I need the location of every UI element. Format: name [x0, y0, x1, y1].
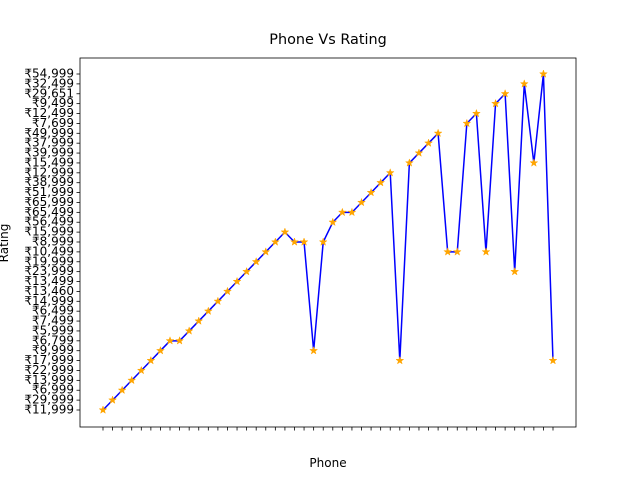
marker: [519, 79, 529, 88]
marker: [194, 316, 204, 325]
marker: [510, 266, 520, 276]
marker: [289, 237, 300, 246]
marker: [108, 395, 118, 404]
marker: [242, 266, 252, 276]
marker: [443, 247, 453, 256]
marker: [328, 217, 338, 227]
marker: [433, 128, 443, 138]
marker: [481, 247, 491, 256]
x-axis-label: Phone: [309, 456, 346, 470]
y-tick-label: ₹5,999: [32, 323, 74, 337]
marker: [548, 355, 558, 365]
marker: [347, 207, 357, 217]
marker: [366, 187, 376, 197]
marker: [318, 237, 328, 246]
y-tick-label: ₹6,499: [32, 304, 74, 318]
marker: [529, 158, 539, 167]
y-tick-label: ₹8,999: [32, 235, 74, 249]
marker: [385, 168, 395, 177]
y-tick-label: ₹22,999: [24, 363, 74, 377]
y-tick-label: ₹13,460: [24, 284, 74, 298]
y-tick-label: ₹9,999: [32, 343, 74, 357]
y-tick-label: ₹15,999: [24, 225, 74, 239]
y-tick-label: ₹65,499: [24, 205, 74, 219]
marker: [424, 138, 434, 148]
marker: [127, 375, 137, 385]
marker: [280, 227, 290, 236]
chart-title: Phone Vs Rating: [269, 32, 386, 48]
y-tick-label: ₹54,999: [24, 67, 74, 81]
y-tick-label: ₹10,499: [24, 244, 74, 258]
marker: [356, 197, 367, 207]
marker: [146, 355, 156, 365]
y-tick-label: ₹37,999: [24, 136, 74, 150]
marker: [270, 237, 280, 246]
marker: [261, 247, 271, 256]
y-tick-label: ₹38,999: [24, 175, 74, 189]
y-tick-label: ₹15,499: [24, 155, 74, 169]
marker: [471, 108, 481, 118]
marker: [376, 177, 386, 187]
y-tick-label: ₹56,499: [24, 215, 74, 229]
y-tick-label: ₹9,499: [32, 96, 74, 110]
y-tick-label: ₹14,999: [24, 294, 74, 308]
marker: [203, 306, 213, 316]
marker: [98, 405, 108, 414]
marker: [395, 355, 405, 365]
y-tick-label: ₹7,699: [32, 116, 74, 130]
marker: [232, 276, 242, 286]
marker: [222, 286, 232, 296]
marker: [500, 88, 510, 98]
marker: [462, 118, 472, 128]
marker: [309, 345, 319, 355]
y-tick-label: ₹11,999: [24, 403, 74, 417]
y-tick-label: ₹6,799: [32, 333, 74, 347]
marker: [165, 336, 175, 345]
y-tick-label: ₹23,999: [24, 264, 74, 278]
marker: [414, 148, 424, 157]
marker: [404, 158, 414, 167]
y-tick-label: ₹32,499: [24, 76, 74, 90]
y-tick-label: ₹39,999: [24, 146, 74, 160]
marker: [213, 296, 223, 306]
y-tick-label: ₹65,999: [24, 195, 74, 209]
marker: [175, 336, 185, 345]
y-tick-label: ₹51,999: [24, 185, 74, 199]
y-axis-label: Rating: [0, 224, 11, 263]
marker: [184, 326, 194, 335]
marker: [251, 256, 261, 266]
y-tick-label: ₹17,999: [24, 353, 74, 367]
marker: [155, 345, 165, 355]
marker: [136, 365, 146, 375]
y-tick-label: ₹13,499: [24, 274, 74, 288]
marker: [299, 237, 309, 246]
y-tick-label: ₹49,999: [24, 126, 74, 140]
y-tick-label: ₹29,651: [24, 86, 74, 100]
y-tick-label: ₹12,499: [24, 106, 74, 120]
y-tick-label: ₹19,999: [24, 254, 74, 268]
y-tick-label: ₹29,999: [24, 393, 74, 407]
y-tick-label: ₹6,999: [32, 383, 74, 397]
y-tick-label: ₹13,999: [24, 373, 74, 387]
marker: [117, 385, 127, 395]
y-tick-label: ₹7,499: [32, 314, 74, 328]
marker: [538, 69, 548, 78]
y-tick-label: ₹12,999: [24, 165, 74, 179]
plot-frame: [79, 57, 577, 428]
marker: [452, 247, 462, 256]
marker: [337, 207, 347, 217]
marker: [491, 98, 501, 108]
